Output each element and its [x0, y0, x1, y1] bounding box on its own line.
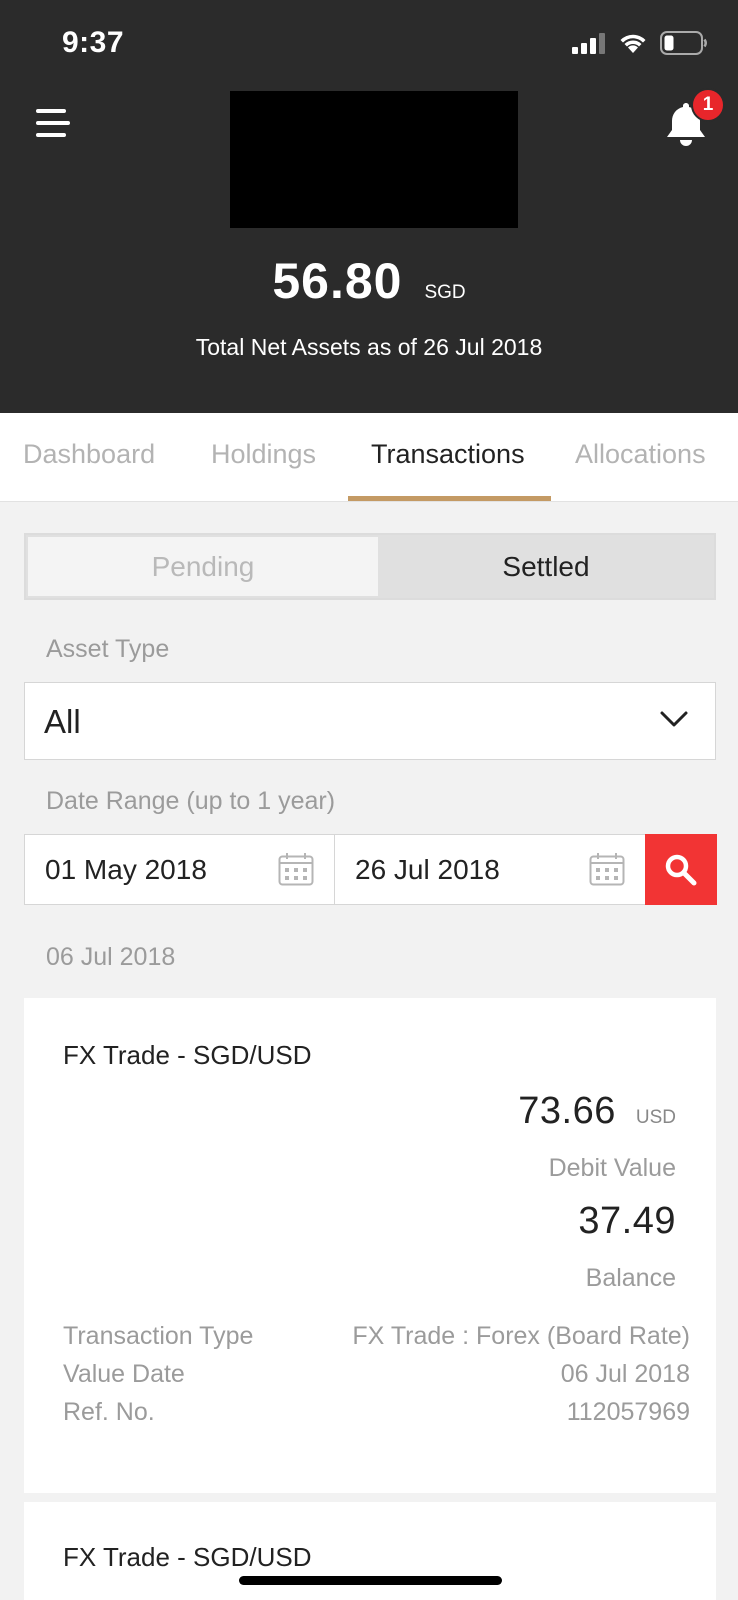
notification-badge: 1: [691, 88, 725, 122]
tab-dashboard[interactable]: Dashboard: [23, 439, 156, 469]
settled-segment-button[interactable]: Settled: [502, 550, 590, 582]
detail-label: Ref. No.: [63, 1398, 155, 1426]
date-from-value: 01 May 2018: [45, 854, 207, 885]
tab-transactions[interactable]: Transactions: [371, 439, 525, 469]
asset-type-value: All: [44, 703, 81, 740]
balance-row: 37.49: [578, 1200, 676, 1243]
detail-value: FX Trade : Forex (Board Rate): [352, 1322, 690, 1350]
date-to-field[interactable]: 26 Jul 2018: [335, 835, 645, 904]
debit-value-label: Debit Value: [548, 1154, 676, 1182]
debit-value: 73.66: [518, 1090, 616, 1132]
calendar-icon[interactable]: [278, 852, 314, 886]
search-button[interactable]: [645, 834, 717, 905]
tab-allocations[interactable]: Allocations: [575, 439, 706, 469]
transaction-card[interactable]: FX Trade - SGD/USD 73.66 USD Debit Value…: [24, 998, 716, 1493]
home-indicator[interactable]: [239, 1576, 502, 1585]
transaction-title: FX Trade - SGD/USD: [63, 1040, 312, 1070]
net-assets-currency: SGD: [424, 282, 466, 303]
calendar-icon[interactable]: [589, 852, 625, 886]
net-assets-row: 56.80 SGD: [0, 252, 738, 310]
hamburger-menu-icon[interactable]: [36, 109, 70, 141]
status-icons: [572, 30, 708, 56]
cellular-signal-icon: [572, 33, 605, 54]
redacted-logo: [230, 91, 518, 228]
tab-holdings[interactable]: Holdings: [211, 439, 317, 469]
detail-row-ref-no: Ref. No. 112057969: [63, 1398, 690, 1427]
date-range-label: Date Range (up to 1 year): [46, 787, 336, 815]
detail-value: 112057969: [566, 1398, 690, 1426]
detail-label: Transaction Type: [63, 1322, 254, 1350]
pending-segment-button[interactable]: Pending: [28, 537, 378, 596]
asset-type-select[interactable]: All: [24, 682, 716, 760]
debit-currency: USD: [635, 1107, 676, 1128]
detail-row-value-date: Value Date 06 Jul 2018: [63, 1360, 690, 1389]
net-assets-caption: Total Net Assets as of 26 Jul 2018: [195, 334, 543, 360]
detail-row-transaction-type: Transaction Type FX Trade : Forex (Board…: [63, 1322, 690, 1351]
account-header: 1 56.80 SGD Total Net Assets as of 26 Ju…: [0, 87, 738, 413]
transaction-card[interactable]: FX Trade - SGD/USD: [24, 1502, 716, 1600]
status-segmented-control: Pending Settled: [24, 533, 716, 600]
main-tabs: Dashboard Holdings Transactions Allocati…: [0, 413, 738, 502]
debit-value-row: 73.66 USD: [518, 1090, 676, 1133]
date-from-field[interactable]: 01 May 2018: [25, 835, 335, 904]
date-to-value: 26 Jul 2018: [355, 854, 500, 885]
date-range-row: 01 May 2018 26 Jul 2018: [24, 834, 717, 905]
active-tab-indicator: [348, 496, 551, 501]
net-assets-value: 56.80: [272, 253, 403, 309]
balance-label: Balance: [585, 1264, 676, 1292]
status-bar: 9:37: [0, 0, 738, 87]
detail-value: 06 Jul 2018: [560, 1360, 690, 1388]
transaction-group-date: 06 Jul 2018: [46, 943, 176, 971]
balance-value: 37.49: [578, 1200, 676, 1242]
asset-type-label: Asset Type: [46, 635, 170, 663]
wifi-icon: [620, 34, 646, 53]
search-icon: [665, 854, 697, 885]
detail-label: Value Date: [63, 1360, 185, 1388]
battery-icon: [660, 31, 707, 55]
transaction-title: FX Trade - SGD/USD: [63, 1542, 312, 1572]
status-time: 9:37: [62, 26, 125, 59]
chevron-down-icon: [660, 711, 688, 727]
